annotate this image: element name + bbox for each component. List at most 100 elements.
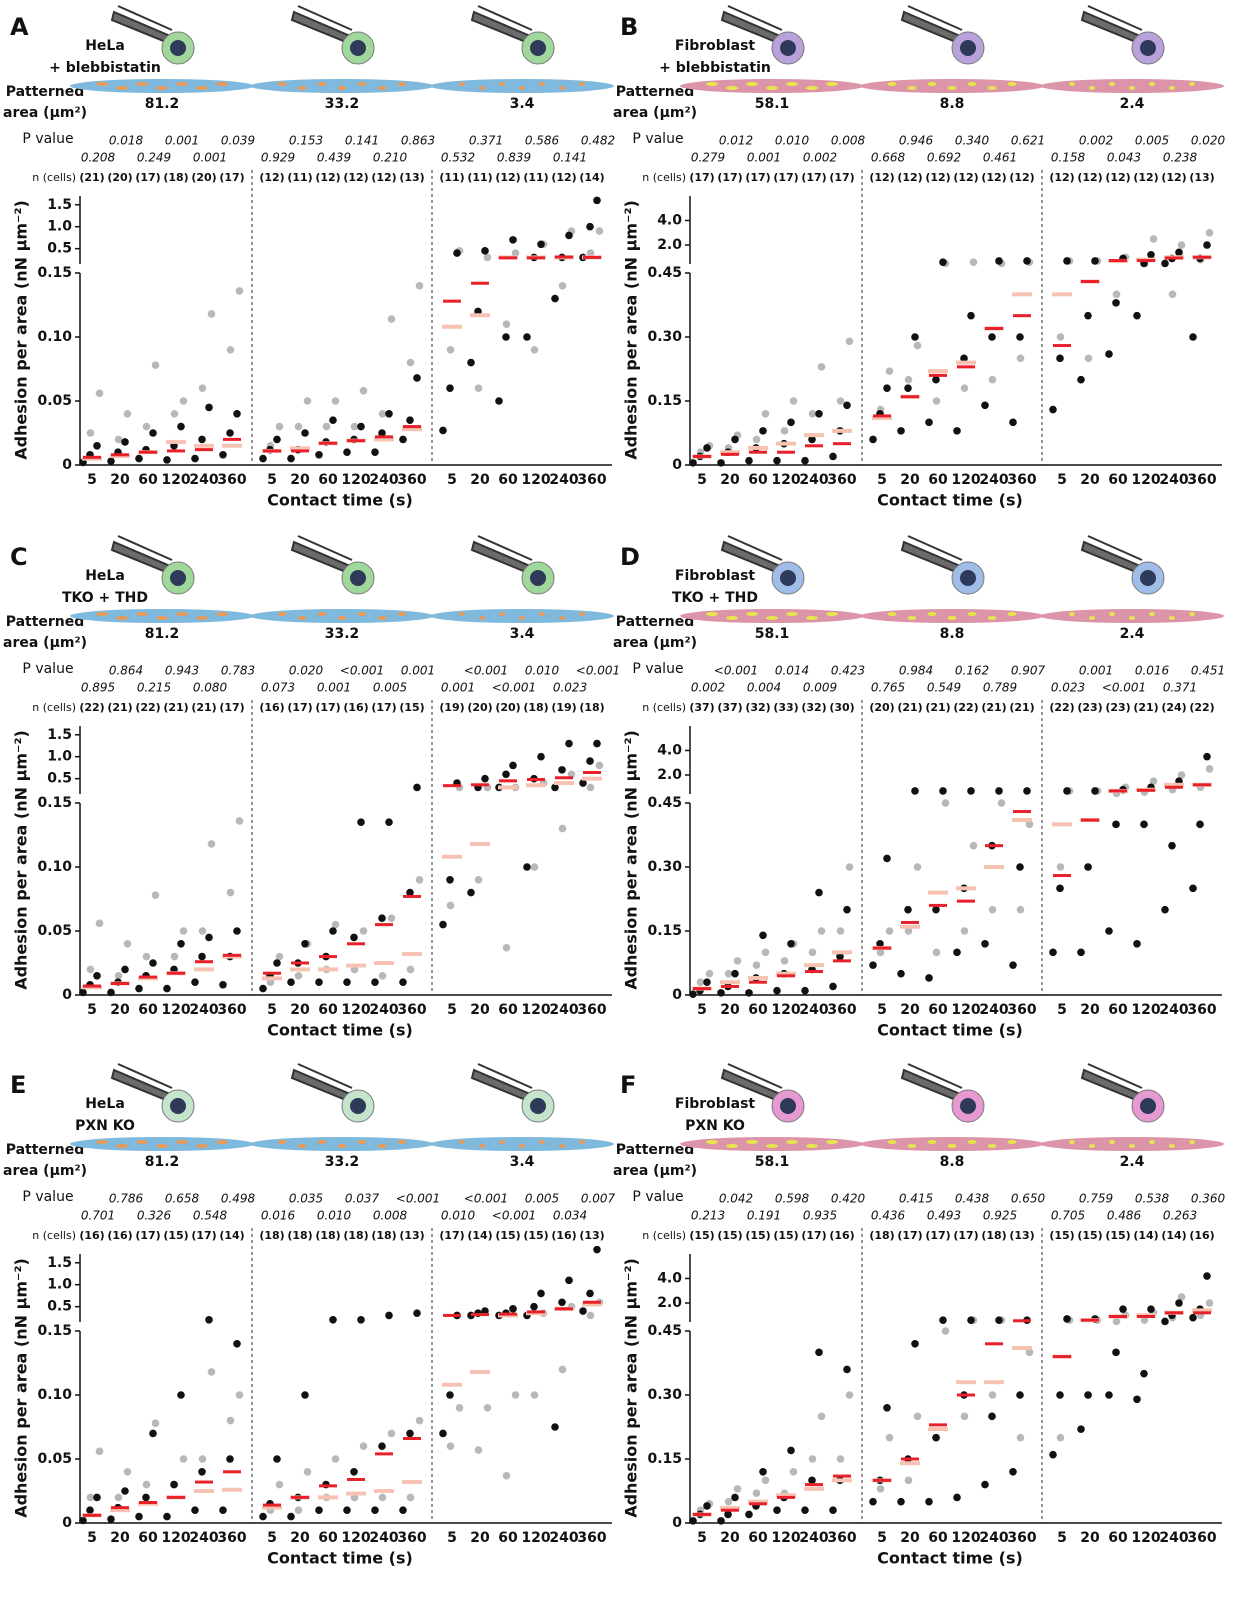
y-tick-label: 1.0 [47, 1277, 72, 1293]
reference-median [956, 360, 976, 365]
x-tick-label: 20 [290, 1002, 310, 1018]
area-label: area (μm²) [3, 1163, 87, 1179]
x-tick-label: 5 [1057, 472, 1067, 488]
p-value: 0.210 [373, 151, 408, 165]
point [495, 397, 503, 405]
reference-point [86, 965, 95, 974]
x-tick-label: 5 [267, 1002, 277, 1018]
p-value: 0.493 [927, 1209, 961, 1223]
median [1165, 256, 1183, 260]
x-tick-label: 360 [1187, 1002, 1216, 1018]
point [1140, 1369, 1148, 1378]
p-value: 0.010 [525, 664, 560, 678]
reference-point [876, 1485, 885, 1493]
p-value: 0.692 [927, 151, 961, 165]
cell-label: TKO + THD [62, 590, 148, 606]
patterned-area: 58.1 [755, 626, 790, 642]
point [1063, 787, 1071, 795]
nucleus [170, 570, 186, 586]
n-cells: (21) [925, 701, 950, 714]
pattern-spot [927, 1140, 937, 1144]
n-cells: (16) [79, 1229, 104, 1242]
n-cells: (16) [343, 701, 368, 714]
panel: F Fibroblast PXN KO Patterned area (μm²) P va… [613, 1063, 1226, 1568]
reference-point [780, 957, 789, 965]
point [876, 940, 884, 948]
pattern-spot [136, 1140, 148, 1144]
x-tick-label: 360 [217, 1530, 246, 1546]
p-value: 0.008 [373, 1209, 408, 1223]
reference-median [1012, 1346, 1032, 1351]
pattern-spot [519, 1144, 525, 1148]
p-value: <0.001 [492, 1209, 536, 1223]
x-tick-label: 60 [318, 1530, 338, 1546]
n-cells: (22) [953, 701, 978, 714]
nucleus [1140, 40, 1156, 56]
point [1056, 354, 1064, 363]
p-label: P value [22, 1189, 73, 1205]
point [385, 410, 393, 418]
pattern-spot [539, 82, 545, 86]
reference-point [446, 1442, 455, 1450]
n-cells: (14) [1133, 1229, 1158, 1242]
x-tick-label: 360 [1007, 472, 1036, 488]
x-tick-label: 120 [1131, 1530, 1160, 1546]
point [149, 959, 157, 967]
p-value: 0.907 [1011, 664, 1046, 678]
pattern-spot [1109, 82, 1115, 86]
point [219, 1506, 227, 1514]
point [163, 1512, 171, 1521]
point [315, 978, 323, 986]
reference-point [808, 410, 817, 418]
reference-median [290, 967, 310, 972]
pattern-spot [377, 616, 387, 620]
reference-point [808, 1455, 817, 1463]
nucleus [170, 40, 186, 56]
reference-point [904, 1476, 913, 1485]
n-cells: (21) [191, 701, 216, 714]
point [219, 450, 227, 459]
n-cells: (17) [801, 1229, 826, 1242]
x-tick-label: 5 [1057, 1530, 1067, 1546]
n-cells: (14) [579, 171, 604, 184]
reference-point [406, 965, 415, 974]
pattern-spot [216, 82, 228, 86]
point [1056, 884, 1064, 893]
pattern-spot [579, 612, 585, 616]
pattern-spot [947, 1144, 957, 1148]
reference-median [402, 1480, 422, 1485]
x-tick-label: 5 [877, 472, 887, 488]
reference-median [470, 313, 490, 318]
panel: E HeLa PXN KO Patterned area (μm²) P value n (… [3, 1063, 616, 1568]
reference-median [1012, 818, 1032, 823]
x-tick-label: 60 [1108, 472, 1128, 488]
x-tick-label: 60 [1108, 1530, 1128, 1546]
pattern-spot [887, 612, 897, 616]
p-value: <0.001 [464, 664, 508, 678]
reference-point [235, 817, 244, 825]
p-value: 0.023 [553, 681, 587, 695]
reference-median [374, 1489, 394, 1493]
n-cells: (14) [219, 1229, 244, 1242]
reference-point [586, 783, 595, 792]
reference-point [1177, 241, 1186, 249]
reference-point [170, 410, 179, 418]
point [406, 888, 414, 897]
x-tick-label: 120 [161, 1002, 190, 1018]
reference-point [406, 1493, 415, 1502]
y-tick-label: 0.05 [37, 393, 72, 409]
n-cells: (17) [219, 701, 244, 714]
point [925, 974, 933, 982]
p-value: 0.895 [81, 681, 115, 695]
point [1056, 1391, 1064, 1399]
patterned-area: 2.4 [1120, 1154, 1145, 1170]
pipette [110, 535, 173, 574]
point [911, 333, 919, 341]
reference-point [378, 972, 387, 980]
reference-point [817, 1412, 826, 1421]
y-tick-label: 0.5 [47, 771, 72, 787]
n-cells: (17) [135, 1229, 160, 1242]
median [443, 1313, 461, 1317]
n-cells: (15) [1077, 1229, 1102, 1242]
